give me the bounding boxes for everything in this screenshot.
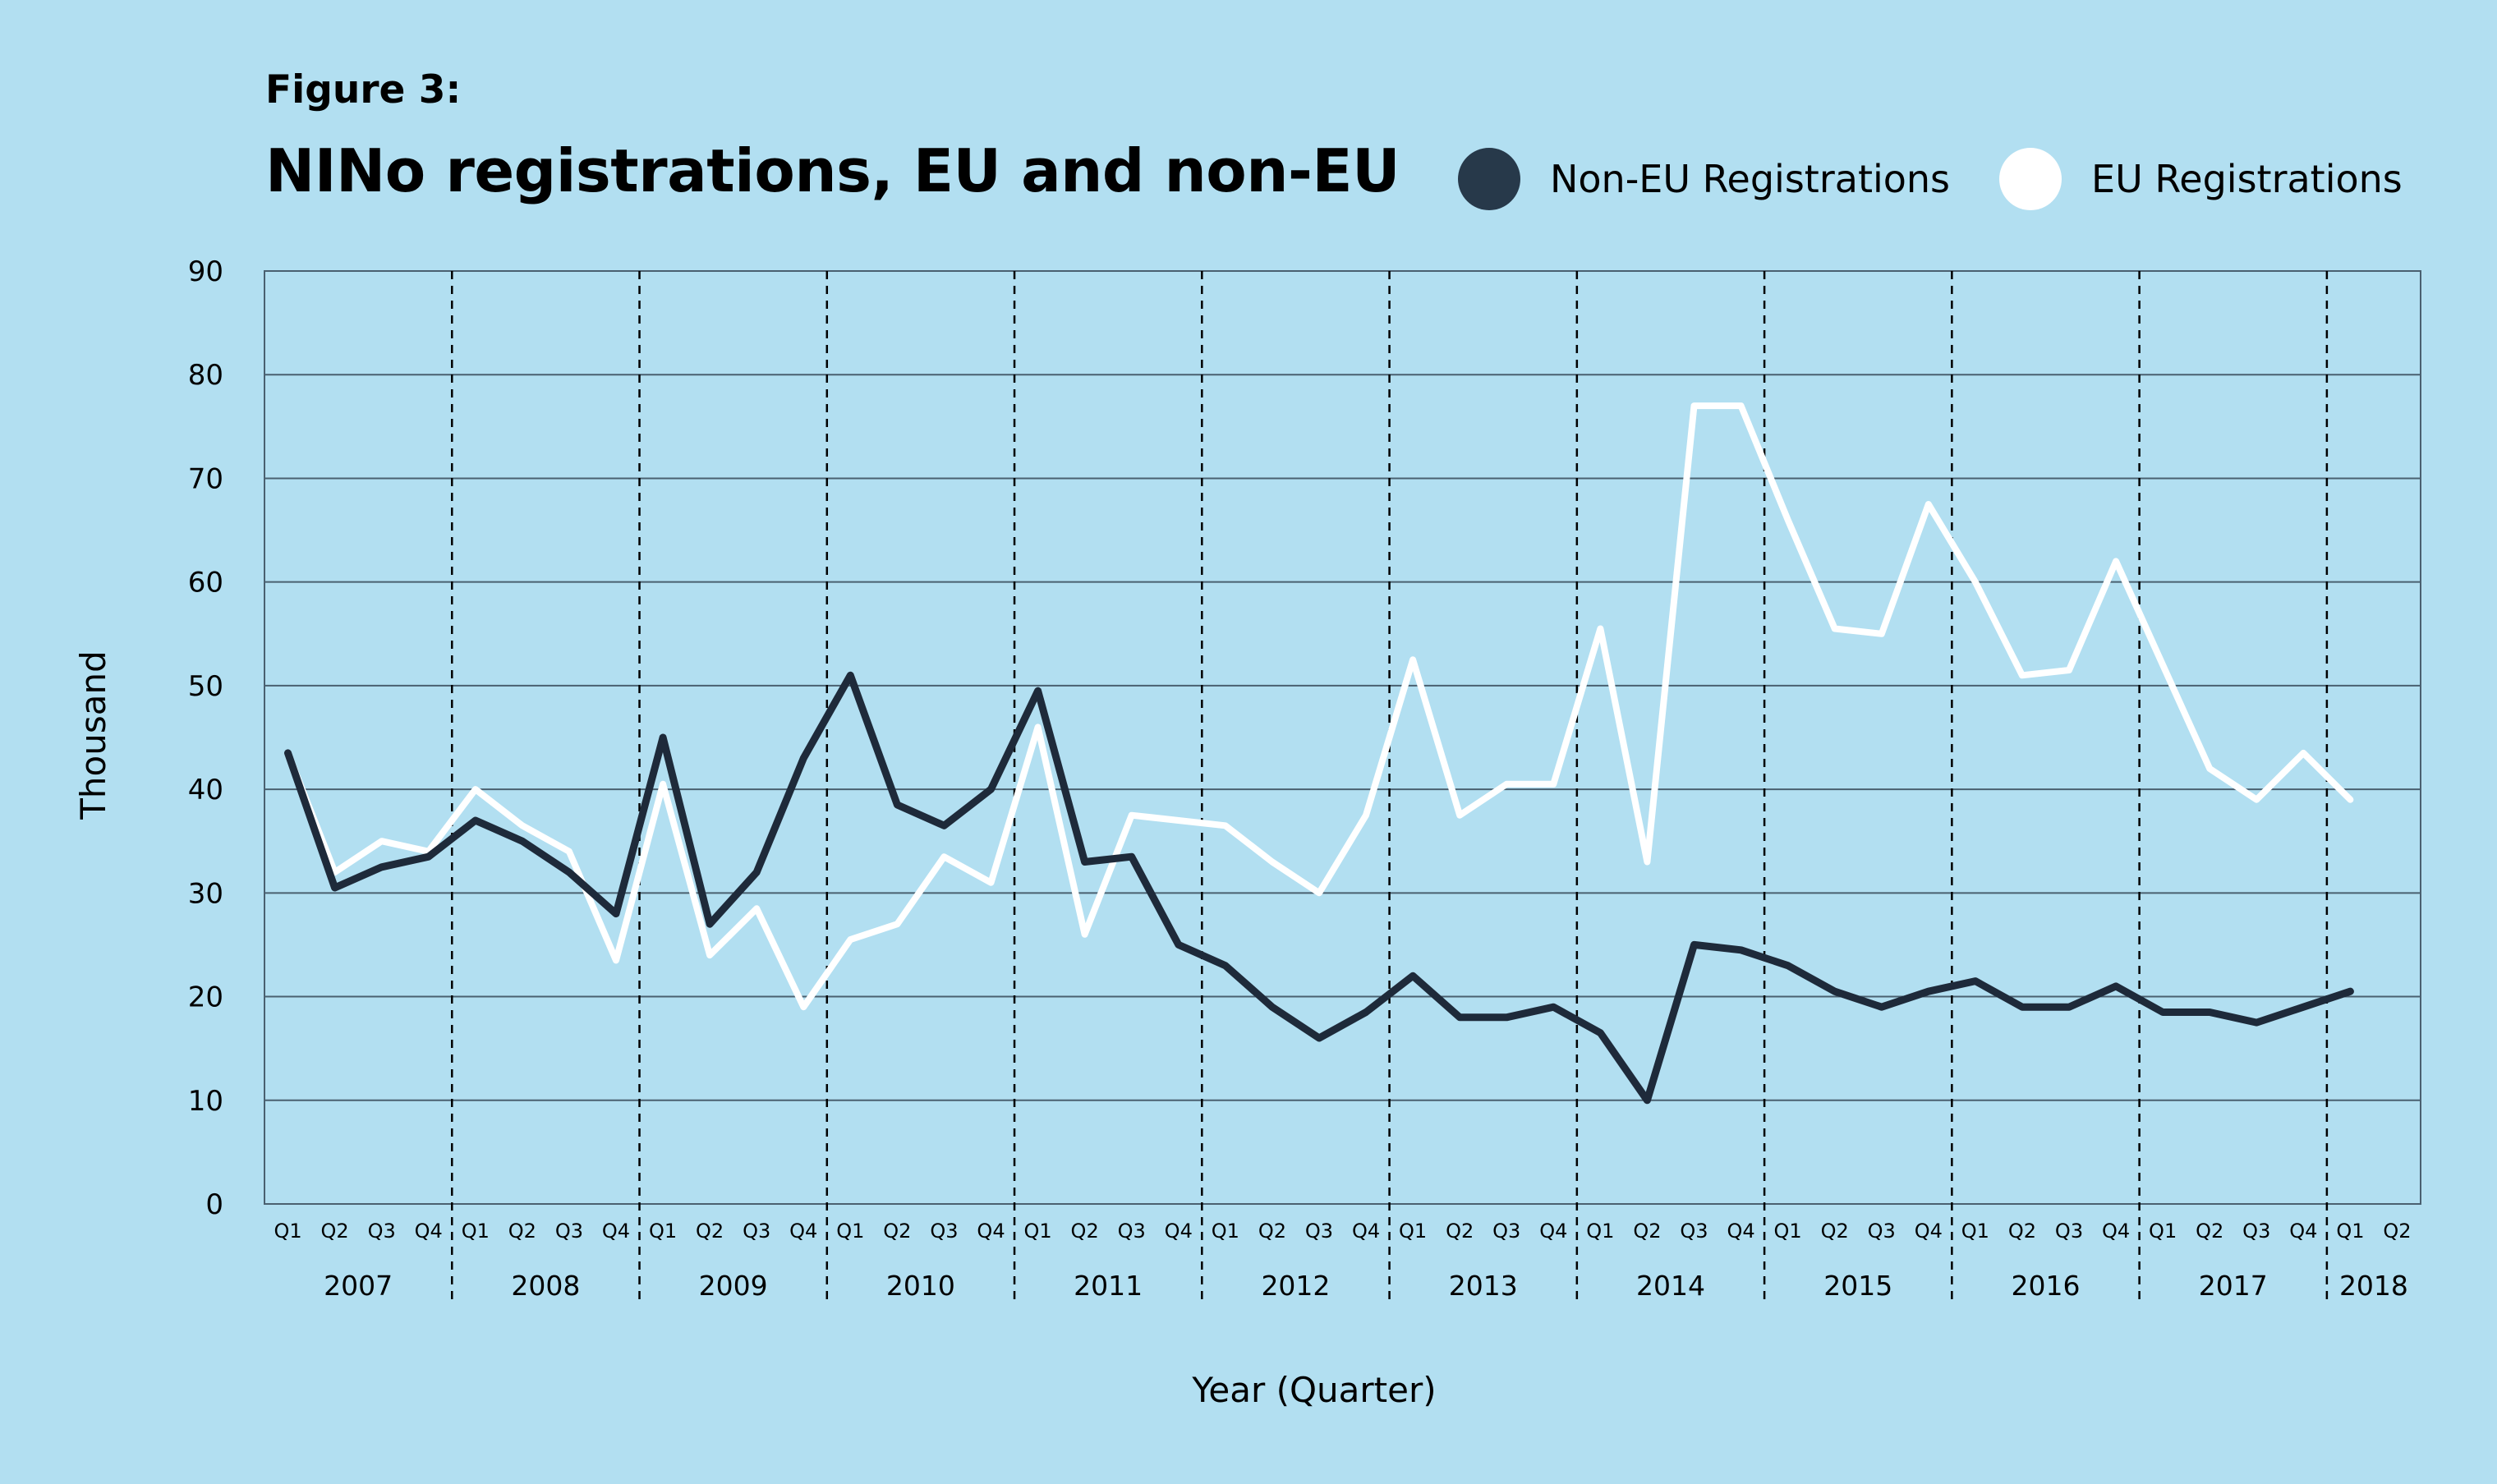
legend-marker-eu-icon — [1999, 148, 2062, 210]
x-tick-quarter: Q3 — [368, 1220, 396, 1243]
x-tick-quarter: Q3 — [2242, 1220, 2270, 1243]
x-tick-quarter: Q4 — [602, 1220, 630, 1243]
x-tick-year: 2015 — [1823, 1270, 1892, 1302]
x-tick-year: 2007 — [324, 1270, 393, 1302]
legend: Non-EU Registrations EU Registrations — [1458, 148, 2452, 210]
legend-item-non-eu: Non-EU Registrations — [1458, 148, 1950, 210]
x-tick-year: 2018 — [2339, 1270, 2408, 1302]
y-tick-label: 50 — [188, 670, 223, 703]
x-tick-quarter: Q3 — [1868, 1220, 1896, 1243]
x-tick-year: 2013 — [1449, 1270, 1518, 1302]
x-tick-quarter: Q3 — [1118, 1220, 1146, 1243]
x-tick-quarter: Q1 — [1399, 1220, 1427, 1243]
legend-label-eu: EU Registrations — [2091, 157, 2403, 201]
x-tick-quarter: Q1 — [462, 1220, 490, 1243]
x-tick-quarter: Q1 — [2336, 1220, 2364, 1243]
y-tick-label: 90 — [188, 255, 223, 288]
y-tick-label: 0 — [205, 1188, 223, 1221]
x-tick-quarter: Q4 — [977, 1220, 1005, 1243]
x-tick-quarter: Q2 — [1821, 1220, 1849, 1243]
plot-frame — [264, 270, 2421, 1205]
x-tick-quarter: Q1 — [274, 1220, 301, 1243]
y-tick-label: 60 — [188, 567, 223, 600]
x-tick-year: 2011 — [1074, 1270, 1143, 1302]
legend-item-eu: EU Registrations — [1999, 148, 2403, 210]
x-tick-quarter: Q3 — [1305, 1220, 1333, 1243]
x-tick-quarter: Q1 — [1023, 1220, 1051, 1243]
x-tick-quarter: Q2 — [1258, 1220, 1286, 1243]
y-tick-label: 20 — [188, 981, 223, 1014]
y-tick-label: 10 — [188, 1085, 223, 1118]
x-tick-quarter: Q1 — [1961, 1220, 1989, 1243]
x-tick-quarter: Q3 — [1492, 1220, 1520, 1243]
x-tick-quarter: Q4 — [789, 1220, 817, 1243]
x-tick-quarter: Q3 — [2055, 1220, 2083, 1243]
x-tick-year: 2014 — [1636, 1270, 1705, 1302]
x-tick-year: 2012 — [1261, 1270, 1330, 1302]
x-tick-quarter: Q4 — [1915, 1220, 1943, 1243]
y-tick-label: 30 — [188, 877, 223, 910]
x-tick-quarter: Q2 — [321, 1220, 349, 1243]
x-tick-quarter: Q2 — [508, 1220, 536, 1243]
x-tick-quarter: Q2 — [883, 1220, 911, 1243]
legend-marker-non-eu-icon — [1458, 148, 1520, 210]
x-tick-quarter: Q1 — [836, 1220, 864, 1243]
chart-title: NINo registrations, EU and non-EU — [265, 136, 1400, 205]
x-tick-quarter: Q1 — [1774, 1220, 1802, 1243]
x-tick-quarter: Q1 — [1212, 1220, 1239, 1243]
x-tick-quarter: Q2 — [2383, 1220, 2411, 1243]
x-tick-quarter: Q4 — [1352, 1220, 1380, 1243]
x-tick-quarter: Q4 — [415, 1220, 443, 1243]
x-tick-quarter: Q3 — [743, 1220, 770, 1243]
x-tick-year: 2017 — [2199, 1270, 2268, 1302]
y-axis-ticks: 0 10 20 30 40 50 60 70 80 90 — [188, 255, 223, 1221]
x-tick-year: 2009 — [699, 1270, 768, 1302]
x-axis-title: Year (Quarter) — [1191, 1370, 1436, 1410]
x-tick-year: 2010 — [886, 1270, 955, 1302]
grid-lines — [264, 270, 2421, 1302]
y-tick-label: 40 — [188, 774, 223, 806]
x-tick-quarter: Q3 — [555, 1220, 583, 1243]
x-tick-quarter: Q1 — [649, 1220, 677, 1243]
x-tick-quarter: Q4 — [1727, 1220, 1754, 1243]
series-line-eu — [284, 402, 2354, 1011]
x-tick-quarter: Q2 — [2008, 1220, 2036, 1243]
x-tick-quarter: Q4 — [1165, 1220, 1193, 1243]
x-tick-quarter: Q1 — [2149, 1220, 2177, 1243]
x-tick-quarter: Q3 — [1680, 1220, 1708, 1243]
x-tick-quarter: Q1 — [1586, 1220, 1614, 1243]
x-tick-quarter: Q4 — [2289, 1220, 2317, 1243]
x-tick-quarter: Q2 — [1071, 1220, 1099, 1243]
legend-label-non-eu: Non-EU Registrations — [1550, 157, 1951, 201]
x-tick-quarter: Q2 — [696, 1220, 724, 1243]
x-tick-year: 2016 — [2011, 1270, 2080, 1302]
x-axis-ticks: Q1 Q2 Q3 Q4 2007 Q1 Q2 Q3 Q4 2008 Q1 Q2 Q3 Q4 2009 Q1 Q2… — [274, 1220, 2411, 1302]
figure-label: Figure 3: — [265, 67, 462, 113]
y-tick-label: 70 — [188, 462, 223, 495]
x-tick-quarter: Q4 — [1539, 1220, 1567, 1243]
x-tick-quarter: Q4 — [2102, 1220, 2130, 1243]
x-tick-quarter: Q3 — [930, 1220, 958, 1243]
y-tick-label: 80 — [188, 359, 223, 392]
x-tick-quarter: Q2 — [1446, 1220, 1474, 1243]
x-tick-quarter: Q2 — [2196, 1220, 2223, 1243]
y-axis-title: Thousand — [73, 650, 113, 820]
series-lines — [284, 402, 2354, 1105]
x-tick-year: 2008 — [511, 1270, 580, 1302]
x-tick-quarter: Q2 — [1633, 1220, 1661, 1243]
